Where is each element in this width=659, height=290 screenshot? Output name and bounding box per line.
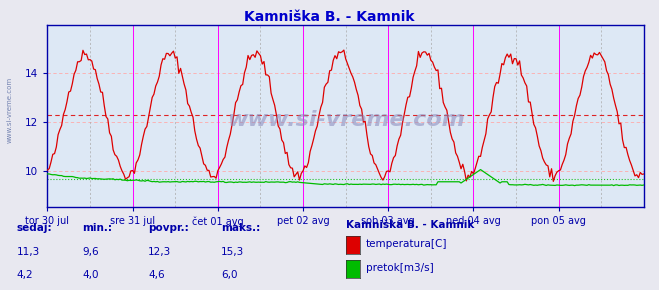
Text: www.si-vreme.com: www.si-vreme.com xyxy=(7,77,13,143)
Text: Kamniška B. - Kamnik: Kamniška B. - Kamnik xyxy=(346,220,474,230)
Text: 4,0: 4,0 xyxy=(82,270,99,280)
Text: Kamniška B. - Kamnik: Kamniška B. - Kamnik xyxy=(244,10,415,24)
Text: 6,0: 6,0 xyxy=(221,270,237,280)
Text: 9,6: 9,6 xyxy=(82,247,99,257)
Text: pretok[m3/s]: pretok[m3/s] xyxy=(366,263,434,273)
Text: min.:: min.: xyxy=(82,222,113,233)
Text: povpr.:: povpr.: xyxy=(148,222,189,233)
Text: sedaj:: sedaj: xyxy=(16,222,52,233)
Text: www.si-vreme.com: www.si-vreme.com xyxy=(227,110,465,130)
Text: 11,3: 11,3 xyxy=(16,247,40,257)
Text: 12,3: 12,3 xyxy=(148,247,171,257)
Text: 4,2: 4,2 xyxy=(16,270,33,280)
Text: maks.:: maks.: xyxy=(221,222,260,233)
Text: 4,6: 4,6 xyxy=(148,270,165,280)
Text: 15,3: 15,3 xyxy=(221,247,244,257)
Text: temperatura[C]: temperatura[C] xyxy=(366,239,447,249)
